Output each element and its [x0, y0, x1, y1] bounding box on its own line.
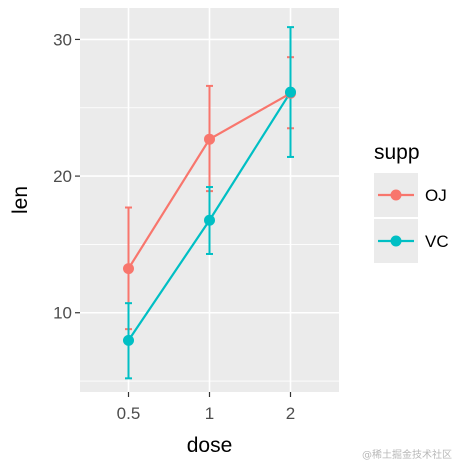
data-points [123, 86, 296, 346]
legend-title: supp [374, 141, 420, 164]
data-point-oj [123, 263, 134, 275]
legend: supp OJ VC [374, 141, 449, 263]
x-tick-label: 0.5 [117, 404, 141, 423]
legend-key-point [390, 189, 402, 201]
y-tick-label: 10 [53, 304, 72, 323]
x-tick-label: 1 [205, 404, 214, 423]
watermark: @稀土掘金技术社区 [362, 448, 452, 461]
legend-item-vc: VC [374, 219, 449, 263]
legend-key-point [390, 235, 402, 247]
data-point-vc [204, 214, 215, 226]
y-tick-label: 30 [53, 30, 72, 49]
x-axis-ticks: 0.5 1 2 [117, 392, 295, 423]
y-axis-title: len [9, 186, 32, 214]
legend-label: OJ [425, 186, 447, 205]
data-point-vc [123, 334, 134, 346]
data-point-oj [204, 133, 215, 145]
y-axis-ticks: 10 20 30 [53, 30, 80, 323]
x-tick-label: 2 [286, 404, 295, 423]
y-tick-label: 20 [53, 167, 72, 186]
legend-label: VC [425, 232, 449, 251]
data-point-vc [285, 86, 296, 98]
x-axis-title: dose [187, 434, 233, 457]
legend-item-oj: OJ [374, 173, 447, 217]
